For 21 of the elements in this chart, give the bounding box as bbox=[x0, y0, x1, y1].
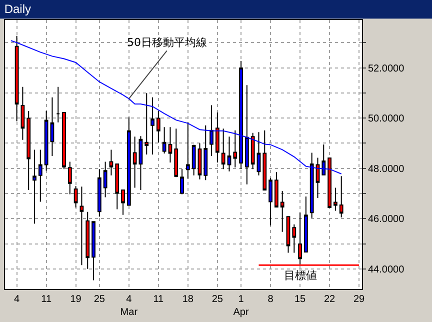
y-tick-label: 50.0000 bbox=[368, 114, 405, 125]
x-tick-label: 11 bbox=[153, 294, 164, 305]
y-tick-label: 52.0000 bbox=[368, 63, 405, 74]
x-tick-label: 15 bbox=[294, 294, 306, 305]
y-tick-label: 46.0000 bbox=[368, 214, 405, 226]
x-tick-label: 25 bbox=[94, 294, 106, 305]
x-tick-label: 18 bbox=[182, 294, 194, 305]
x-tick-label: 8 bbox=[268, 294, 274, 305]
x-tick-label: 1 Apr bbox=[233, 294, 250, 318]
chart-title: Daily bbox=[4, 2, 31, 16]
x-tick-label: 29 bbox=[353, 294, 366, 305]
x-tick-label: 22 bbox=[324, 294, 336, 305]
y-tick-label: 48.0000 bbox=[368, 164, 405, 175]
annotation: 50日移動平均線 bbox=[127, 36, 207, 49]
x-tick-label: 4 bbox=[14, 294, 20, 305]
x-tick-label: 25 bbox=[212, 294, 224, 305]
x-tick-label: 4 Mar bbox=[120, 294, 138, 318]
y-tick-label: 44.0000 bbox=[368, 264, 405, 276]
x-tick-label: 11 bbox=[41, 294, 52, 305]
x-tick-label: 19 bbox=[70, 294, 82, 305]
annotation: 目標値 bbox=[284, 269, 317, 282]
